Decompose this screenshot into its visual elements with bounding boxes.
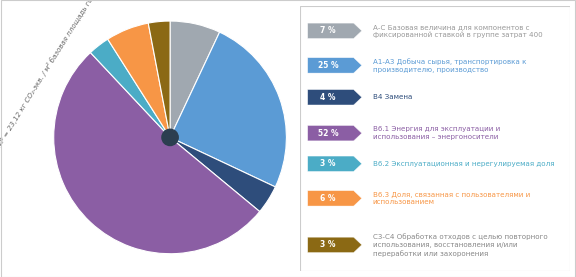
- Wedge shape: [170, 137, 275, 212]
- Circle shape: [162, 129, 178, 145]
- Text: GWP = 23,12 кг CO₂-экв. / м² базовая площадь год: GWP = 23,12 кг CO₂-экв. / м² базовая пло…: [0, 0, 97, 154]
- Text: 25 %: 25 %: [317, 61, 338, 70]
- Text: В6.3 Доля, связанная с пользователями и
использованием: В6.3 Доля, связанная с пользователями и …: [373, 191, 530, 205]
- Wedge shape: [108, 23, 170, 137]
- Text: 52 %: 52 %: [317, 129, 338, 138]
- Polygon shape: [308, 89, 362, 105]
- Text: 6 %: 6 %: [320, 194, 336, 203]
- Text: 3 %: 3 %: [320, 159, 336, 168]
- Polygon shape: [308, 237, 362, 253]
- Polygon shape: [308, 125, 362, 141]
- Wedge shape: [148, 21, 170, 137]
- Polygon shape: [308, 156, 362, 171]
- Text: А1-А3 Добыча сырья, транспортировка к
производителю, производство: А1-А3 Добыча сырья, транспортировка к пр…: [373, 58, 526, 73]
- Text: В6.2 Эксплуатационная и нерегулируемая доля: В6.2 Эксплуатационная и нерегулируемая д…: [373, 161, 554, 167]
- Text: 3 %: 3 %: [320, 240, 336, 249]
- Text: 4 %: 4 %: [320, 93, 336, 102]
- Text: А-С Базовая величина для компонентов с
фиксированной ставкой в группе затрат 400: А-С Базовая величина для компонентов с ф…: [373, 24, 542, 38]
- Text: С3-С4 Обработка отходов с целью повторного
использования, восстановления и/или
п: С3-С4 Обработка отходов с целью повторно…: [373, 233, 547, 257]
- Text: В6.1 Энергия для эксплуатации и
использования – энергоносители: В6.1 Энергия для эксплуатации и использо…: [373, 126, 500, 140]
- Wedge shape: [54, 53, 260, 254]
- Wedge shape: [170, 32, 286, 187]
- Polygon shape: [308, 191, 362, 206]
- Wedge shape: [170, 21, 219, 137]
- FancyBboxPatch shape: [300, 6, 570, 271]
- Polygon shape: [308, 23, 362, 39]
- Text: В4 Замена: В4 Замена: [373, 94, 412, 100]
- Wedge shape: [90, 39, 170, 137]
- Text: 7 %: 7 %: [320, 26, 336, 35]
- Polygon shape: [308, 58, 362, 73]
